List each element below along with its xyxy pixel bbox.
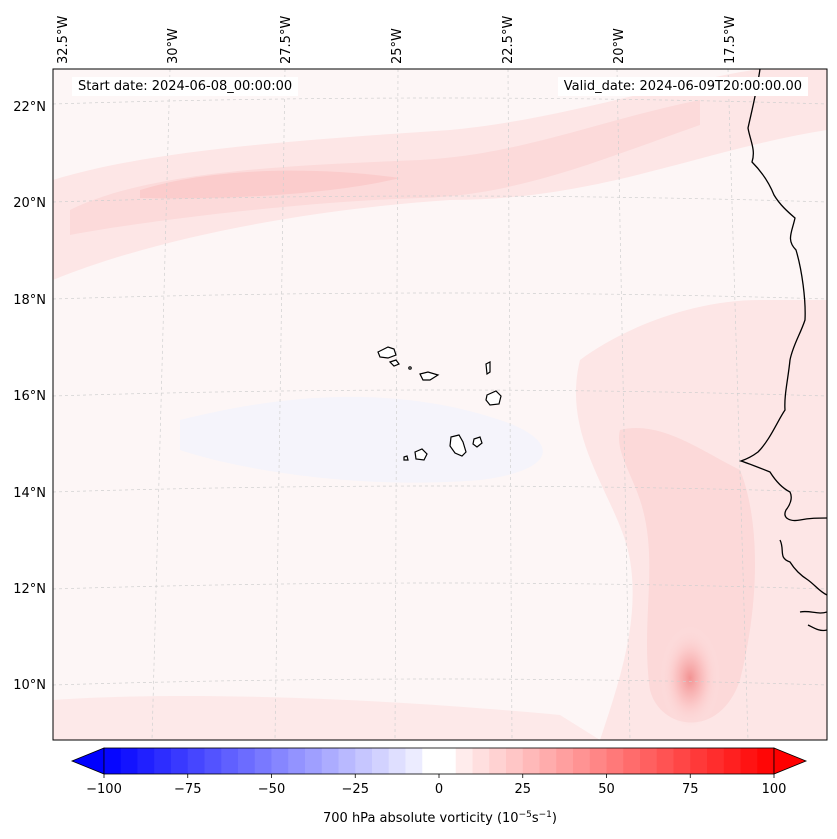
start-date-label: Start date: 2024-06-08_00:00:00 — [72, 77, 299, 96]
lon-label: 17.5°W — [723, 16, 738, 64]
colorbar-segment — [556, 748, 574, 774]
colorbar-segment — [221, 748, 239, 774]
valid-date-label: Valid_date: 2024-06-09T20:00:00.00 — [557, 77, 808, 96]
lon-label: 32.5°W — [56, 16, 71, 64]
lat-label: 10°N — [13, 678, 46, 693]
graticule — [53, 69, 827, 740]
colorbar-tick-label: 0 — [435, 782, 443, 797]
colorbar-segment — [690, 748, 708, 774]
colorbar-segment — [388, 748, 406, 774]
colorbar-segment — [673, 748, 691, 774]
colorbar-segment — [137, 748, 155, 774]
colorbar-segment — [455, 748, 473, 774]
colorbar-tick-label: 25 — [514, 782, 531, 797]
colorbar-segment — [171, 748, 189, 774]
colorbar-segment — [154, 748, 172, 774]
colorbar-segment — [238, 748, 256, 774]
colorbar-segment — [405, 748, 423, 774]
lon-label: 20°W — [612, 28, 627, 64]
map-frame — [52, 68, 828, 741]
colorbar-segment — [422, 748, 440, 774]
lat-label: 22°N — [13, 100, 46, 115]
longitude-labels: 32.5°W 30°W 27.5°W 25°W 22.5°W 20°W 17.5… — [56, 16, 738, 64]
colorbar-segment — [254, 748, 272, 774]
lat-label: 18°N — [13, 293, 46, 308]
cape-verde-islands — [377, 346, 502, 461]
colorbar-ticks: −100 −75 −50 −25 0 25 50 75 100 — [86, 774, 786, 797]
colorbar-tick-label: 50 — [598, 782, 615, 797]
lat-label: 20°N — [13, 196, 46, 211]
lon-label: 30°W — [166, 28, 181, 64]
colorbar-segment — [472, 748, 490, 774]
colorbar-segment — [506, 748, 524, 774]
colorbar-min-extension — [70, 747, 105, 775]
lon-label: 25°W — [390, 28, 405, 64]
colorbar-segment — [204, 748, 222, 774]
colorbar-tick-label: −50 — [258, 782, 285, 797]
lon-label: 22.5°W — [501, 16, 516, 64]
colorbar-tick-label: 100 — [762, 782, 787, 797]
colorbar-segment — [723, 748, 741, 774]
colorbar-segment — [288, 748, 306, 774]
colorbar-tick-label: −25 — [342, 782, 369, 797]
colorbar-segment — [522, 748, 540, 774]
colorbar-segment — [589, 748, 607, 774]
lat-label: 14°N — [13, 486, 46, 501]
colorbar-segment — [539, 748, 557, 774]
colorbar-segment — [489, 748, 507, 774]
colorbar-segment — [187, 748, 205, 774]
colorbar-segments — [104, 748, 775, 774]
colorbar-segment — [573, 748, 591, 774]
lat-label: 16°N — [13, 389, 46, 404]
colorbar-segment — [355, 748, 373, 774]
colorbar-segment — [439, 748, 457, 774]
colorbar-segment — [104, 748, 122, 774]
colorbar-segment — [740, 748, 758, 774]
colorbar-max-extension — [773, 747, 808, 775]
colorbar-segment — [623, 748, 641, 774]
colorbar-segment — [321, 748, 339, 774]
colorbar-segment — [338, 748, 356, 774]
colorbar-segment — [372, 748, 390, 774]
lat-label: 12°N — [13, 582, 46, 597]
colorbar-segment — [305, 748, 323, 774]
colorbar-tick-label: −100 — [86, 782, 122, 797]
colorbar-segment — [707, 748, 725, 774]
colorbar-segment — [606, 748, 624, 774]
coastline — [738, 69, 827, 632]
colorbar: −100 −75 −50 −25 0 25 50 75 100 700 hPa absolute… — [70, 747, 808, 826]
colorbar-tick-label: −75 — [174, 782, 201, 797]
colorbar-segment — [120, 748, 138, 774]
vorticity-field — [53, 69, 827, 740]
colorbar-tick-label: 75 — [682, 782, 699, 797]
colorbar-segment — [640, 748, 658, 774]
colorbar-segment — [757, 748, 775, 774]
colorbar-label: 700 hPa absolute vorticity (10−5s−1) — [323, 810, 557, 826]
latitude-labels: 22°N 20°N 18°N 16°N 14°N 12°N 10°N — [13, 100, 46, 693]
colorbar-segment — [656, 748, 674, 774]
colorbar-segment — [271, 748, 289, 774]
lon-label: 27.5°W — [279, 16, 294, 64]
